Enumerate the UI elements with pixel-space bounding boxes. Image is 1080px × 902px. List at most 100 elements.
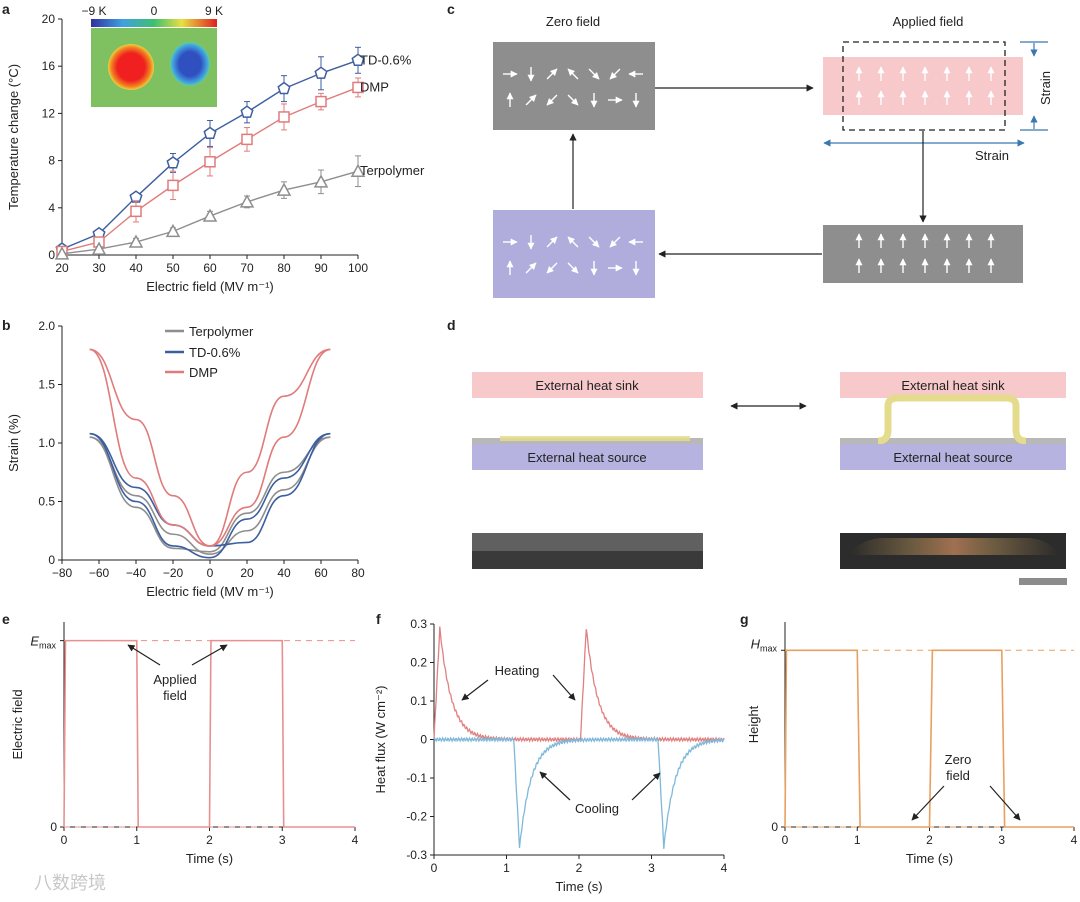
y-tick-label: 8 <box>48 154 55 168</box>
x-tick-label: 0 <box>431 861 438 875</box>
data-point <box>165 223 181 238</box>
panel-g-axes: 0 1 2 3 4 0 Time (s) Height Hmax <box>746 622 1078 866</box>
heat-source-left <box>472 444 703 470</box>
x-tick-label: 50 <box>166 261 180 275</box>
x-tick-label: 1 <box>503 861 510 875</box>
panel-e-axes: 0 1 2 3 4 0 Time (s) Electric field Emax <box>10 622 359 866</box>
data-point <box>314 66 328 79</box>
cooling-arrow-right <box>631 772 661 801</box>
strain-label-horizontal: Strain <box>975 148 1009 163</box>
heating-arrow-right <box>552 674 576 701</box>
y-tick-label: 0.3 <box>410 617 427 631</box>
x-tick-label: 2 <box>206 833 213 847</box>
y-axis-title: Strain (%) <box>6 414 21 472</box>
heat-sink-label-left: External heat sink <box>535 378 639 393</box>
y-tick-label: 0.1 <box>410 694 427 708</box>
data-point <box>351 53 365 66</box>
cold-sample <box>170 42 210 86</box>
panel-label-c: c <box>447 1 455 17</box>
y-tick-label: 2.0 <box>38 319 55 333</box>
loop-branch-down <box>89 348 331 547</box>
y-tick-label: 0 <box>771 820 778 834</box>
dipole-arrow <box>525 94 537 106</box>
y-tick-label: -0.3 <box>406 848 427 862</box>
dipole-arrow <box>546 262 558 274</box>
panel-label-f: f <box>376 611 381 627</box>
panel-e-series <box>63 639 355 828</box>
x-tick-label: −60 <box>89 566 110 580</box>
x-tick-label: 100 <box>348 261 368 275</box>
x-axis-title: Electric field (MV m⁻¹) <box>146 279 273 294</box>
dipole-arrow <box>609 68 621 80</box>
y-tick-label: -0.1 <box>406 771 427 785</box>
dipole-arrow <box>588 68 600 80</box>
emax-label: Emax <box>30 634 56 651</box>
panel-label-g: g <box>740 611 749 627</box>
x-tick-label: 3 <box>279 833 286 847</box>
applied-field-label-1: Applied <box>153 672 196 687</box>
y-tick-label: 0 <box>48 248 55 262</box>
data-point <box>277 81 291 95</box>
data-point <box>54 246 70 260</box>
y-axis-title: Height <box>746 705 761 743</box>
dipole-arrow <box>567 262 579 274</box>
y-tick-label: 0 <box>420 733 427 747</box>
aligned-dipoles-gray <box>855 233 995 273</box>
data-point <box>241 133 253 146</box>
y-tick-label: 12 <box>42 106 56 120</box>
loop-branch-up <box>89 432 331 547</box>
data-point <box>128 234 144 248</box>
photo-bulged-film <box>848 538 1060 555</box>
series-label: Terpolymer <box>360 163 425 178</box>
heat-sink-right <box>840 372 1066 398</box>
x-tick-label: 20 <box>240 566 254 580</box>
y-tick-label: 0 <box>50 820 57 834</box>
cooling-label: Cooling <box>575 801 619 816</box>
cooling-arrow-left <box>539 771 571 801</box>
heat-sink-left <box>472 372 703 398</box>
heating-flux-line <box>433 626 725 743</box>
panel-g-series <box>784 649 1074 828</box>
panel-b-chart: −80 −60 −40 −20 0 20 40 60 80 0 0.5 1.0 1.5 2.0 Electr… <box>6 319 365 599</box>
film-bulged <box>877 394 1027 445</box>
data-point <box>278 111 290 123</box>
data-point <box>352 81 364 94</box>
x-tick-label: 4 <box>352 833 359 847</box>
x-tick-label: 3 <box>648 861 655 875</box>
zero-arrow-left <box>911 785 945 821</box>
thermal-inset: −9 K 0 9 K <box>81 4 223 107</box>
x-tick-label: 30 <box>92 261 106 275</box>
panel-b-series <box>89 348 331 559</box>
zero-arrow-right <box>989 785 1021 821</box>
x-axis-title: Time (s) <box>555 879 602 894</box>
panel-g-chart: 0 1 2 3 4 0 Time (s) Height Hmax Zero field <box>746 622 1078 866</box>
hmax-label: Hmax <box>751 636 778 653</box>
panel-d-diagram: External heat sink External heat source … <box>472 372 1067 585</box>
field-waveform <box>63 639 355 828</box>
series-dmp: DMP <box>56 77 389 258</box>
data-point <box>239 194 255 208</box>
x-tick-label: 90 <box>314 261 328 275</box>
scale-label-min: −9 K <box>81 4 106 18</box>
zero-field-label-2: field <box>946 768 970 783</box>
dipole-arrow <box>567 68 579 80</box>
heating-label: Heating <box>495 663 540 678</box>
panel-label-e: e <box>2 611 10 627</box>
scale-label-zero: 0 <box>151 4 158 18</box>
data-point <box>240 105 254 118</box>
x-tick-label: 20 <box>55 261 69 275</box>
y-tick-label: 0.2 <box>410 656 427 670</box>
legend-dmp: DMP <box>189 365 218 380</box>
original-shape-outline <box>842 41 1006 131</box>
random-dipoles-top <box>503 67 643 108</box>
dipole-arrow <box>546 94 558 106</box>
data-point <box>276 182 292 196</box>
x-tick-label: 0 <box>207 566 214 580</box>
zero-field-title: Zero field <box>546 14 600 29</box>
y-tick-label: 20 <box>42 12 56 26</box>
y-tick-label: 0 <box>48 553 55 567</box>
y-axis-title: Electric field <box>10 689 25 759</box>
strain-label-vertical: Strain <box>1038 71 1053 105</box>
y-tick-label: 0.5 <box>38 495 55 509</box>
